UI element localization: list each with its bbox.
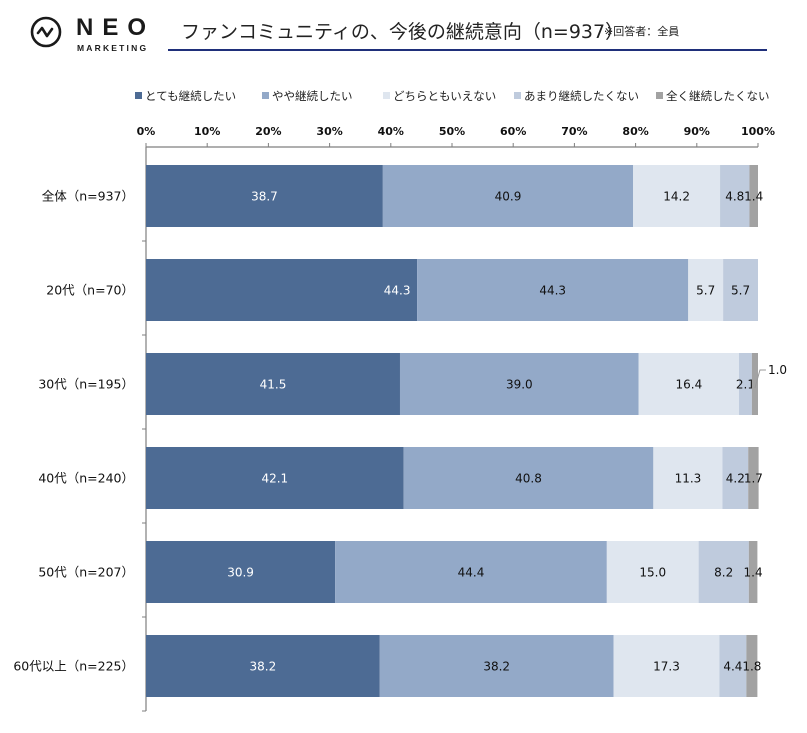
bar-segment xyxy=(606,541,699,603)
bar-segment xyxy=(146,259,418,321)
category-label: 40代（n=240） xyxy=(38,471,134,486)
data-label: 5.7 xyxy=(731,284,750,298)
callout-data-label: 1.0 xyxy=(768,363,787,377)
data-label: 38.2 xyxy=(483,660,510,674)
bar-segment xyxy=(146,635,380,697)
data-label: 4.2 xyxy=(726,472,745,486)
logo-neo-text: NEO xyxy=(76,14,156,41)
neo-marketing-logo: NEO MARKETING xyxy=(26,12,156,56)
x-tick-label: 100% xyxy=(741,125,775,138)
data-label: 38.7 xyxy=(251,190,278,204)
data-label: 11.3 xyxy=(675,472,702,486)
x-tick-label: 90% xyxy=(684,125,710,138)
bar-segment xyxy=(379,635,614,697)
data-label: 1.4 xyxy=(744,190,763,204)
bar-segment xyxy=(417,259,689,321)
data-label: 41.5 xyxy=(260,378,287,392)
bar-segment xyxy=(688,259,724,321)
bar-segment xyxy=(613,635,720,697)
bar-segment xyxy=(751,353,758,415)
legend-item: 全く継続したくない xyxy=(656,88,770,104)
bar-segment xyxy=(723,259,758,321)
legend-item: とても継続したい xyxy=(135,88,236,104)
legend-label: やや継続したい xyxy=(272,89,353,103)
data-label: 4.8 xyxy=(725,190,744,204)
bar-segment xyxy=(638,353,740,415)
legend-item: あまり継続したくない xyxy=(514,88,639,104)
data-label: 17.3 xyxy=(653,660,680,674)
chart-title: ファンコミュニティの、今後の継続意向（n=937） xyxy=(181,21,625,43)
data-label: 44.3 xyxy=(384,284,411,298)
bar-segment xyxy=(146,447,404,509)
legend-item: やや継続したい xyxy=(262,88,353,104)
bar-segment xyxy=(719,635,747,697)
category-label: 50代（n=207） xyxy=(38,565,134,580)
bar-segment xyxy=(748,541,758,603)
bar-segment xyxy=(382,165,634,227)
data-label: 39.0 xyxy=(506,378,533,392)
bar-segment xyxy=(749,165,758,227)
data-label: 42.1 xyxy=(261,472,288,486)
data-label: 8.2 xyxy=(714,566,733,580)
data-label: 1.7 xyxy=(744,472,763,486)
legend-swatch xyxy=(656,92,663,99)
bar-segment xyxy=(146,541,336,603)
data-label: 44.3 xyxy=(539,284,566,298)
category-label: 30代（n=195） xyxy=(38,377,134,392)
legend-label: どちらともいえない xyxy=(393,89,497,103)
legend-label: 全く継続したくない xyxy=(666,89,770,103)
bar-segment xyxy=(403,447,654,509)
bar-segment xyxy=(146,165,383,227)
bar-segment xyxy=(739,353,752,415)
legend-swatch xyxy=(135,92,142,99)
respondent-note: ※回答者：全員 xyxy=(604,25,680,38)
x-tick-label: 20% xyxy=(255,125,281,138)
legend-label: あまり継続したくない xyxy=(524,89,639,103)
bar-segment xyxy=(748,447,759,509)
x-tick-label: 30% xyxy=(316,125,342,138)
bar-segment xyxy=(746,635,758,697)
bar-segment xyxy=(335,541,607,603)
bar-segment xyxy=(722,447,749,509)
data-label: 1.8 xyxy=(742,660,761,674)
logo-marketing-text: MARKETING xyxy=(77,43,149,53)
x-tick-label: 70% xyxy=(561,125,587,138)
title-underline xyxy=(168,49,767,51)
category-label: 20代（n=70） xyxy=(46,283,134,298)
legend-swatch xyxy=(383,92,390,99)
category-label: 全体（n=937） xyxy=(42,189,134,204)
data-label: 16.4 xyxy=(675,378,702,392)
data-label: 30.9 xyxy=(227,566,254,580)
bar-segment xyxy=(146,353,400,415)
category-label: 60代以上（n=225） xyxy=(13,659,134,674)
x-tick-label: 40% xyxy=(378,125,404,138)
legend-label: とても継続したい xyxy=(145,89,237,103)
x-tick-label: 0% xyxy=(137,125,156,138)
data-label: 40.8 xyxy=(515,472,542,486)
x-tick-label: 60% xyxy=(500,125,526,138)
bar-segment xyxy=(698,541,749,603)
x-tick-label: 50% xyxy=(439,125,465,138)
data-label: 4.4 xyxy=(723,660,742,674)
data-label: 44.4 xyxy=(458,566,485,580)
logo-wave-icon xyxy=(30,16,62,48)
data-label: 14.2 xyxy=(663,190,690,204)
legend-item: どちらともいえない xyxy=(383,88,496,104)
bar-segment xyxy=(720,165,750,227)
x-tick-label: 80% xyxy=(622,125,648,138)
x-tick-label: 10% xyxy=(194,125,220,138)
callout-leader-line xyxy=(754,369,766,389)
data-label: 5.7 xyxy=(696,284,715,298)
legend-swatch xyxy=(262,92,269,99)
data-label: 40.9 xyxy=(495,190,522,204)
data-label: 38.2 xyxy=(250,660,277,674)
data-label: 15.0 xyxy=(639,566,666,580)
data-label: 1.4 xyxy=(744,566,763,580)
legend-swatch xyxy=(514,92,521,99)
bar-segment xyxy=(653,447,723,509)
bar-segment xyxy=(633,165,721,227)
data-label: 2.1 xyxy=(736,378,755,392)
bar-segment xyxy=(399,353,639,415)
